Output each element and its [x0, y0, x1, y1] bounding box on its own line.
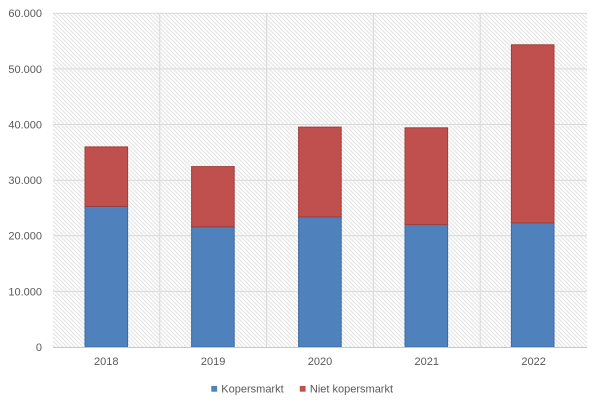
svg-text:20.000: 20.000 [8, 231, 42, 243]
svg-text:30.000: 30.000 [8, 175, 42, 187]
svg-text:2018: 2018 [94, 356, 118, 368]
svg-text:Kopersmarkt: Kopersmarkt [221, 384, 283, 396]
svg-text:2021: 2021 [415, 356, 439, 368]
svg-text:0: 0 [36, 342, 42, 354]
svg-text:40.000: 40.000 [8, 119, 42, 131]
svg-text:2020: 2020 [308, 356, 332, 368]
svg-text:Niet kopersmarkt: Niet kopersmarkt [310, 384, 393, 396]
svg-text:10.000: 10.000 [8, 286, 42, 298]
svg-text:50.000: 50.000 [8, 64, 42, 76]
svg-text:2022: 2022 [521, 356, 545, 368]
svg-text:2019: 2019 [201, 356, 225, 368]
svg-text:60.000: 60.000 [8, 8, 42, 20]
